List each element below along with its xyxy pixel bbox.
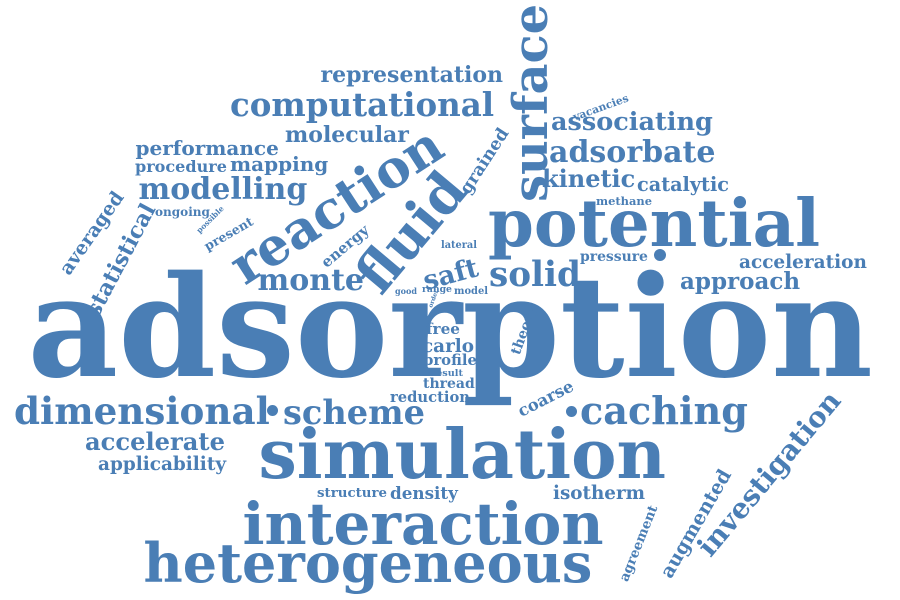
word-mapping: mapping — [230, 154, 328, 174]
word-catalytic: catalytic — [637, 175, 729, 194]
word-ongoing: ongoing — [155, 206, 210, 218]
word-molecular: molecular — [285, 124, 409, 146]
word-dimensional: dimensional — [14, 393, 270, 430]
separator-dot — [267, 405, 278, 416]
word-solid: solid — [489, 258, 581, 292]
word-modelling: modelling — [139, 175, 308, 205]
word-representation: representation — [321, 64, 504, 86]
word-agreement: agreement — [618, 503, 661, 583]
separator-dot — [566, 406, 577, 417]
word-heterogeneous: heterogeneous — [144, 536, 593, 590]
word-density: density — [390, 485, 458, 502]
word-free: free — [426, 322, 460, 337]
word-applicability: applicability — [98, 456, 226, 474]
word-pressure: pressure — [580, 251, 648, 265]
word-computational: computational — [230, 89, 494, 121]
word-approach: approach — [680, 270, 800, 293]
word-reduction: reduction — [390, 391, 470, 406]
word-lateral: lateral — [441, 241, 477, 251]
word-model: model — [454, 287, 488, 297]
word-isotherm: isotherm — [553, 485, 645, 503]
word-accelerate: accelerate — [85, 430, 225, 454]
word-profile: profile — [423, 354, 477, 369]
word-caching: caching — [580, 393, 748, 431]
word-methane: methane — [596, 196, 652, 207]
separator-dot — [654, 249, 666, 261]
word-kinetic: kinetic — [542, 167, 635, 191]
word-structure: structure — [317, 487, 387, 500]
word-good: good — [395, 287, 417, 295]
word-monte: monte — [258, 266, 365, 296]
